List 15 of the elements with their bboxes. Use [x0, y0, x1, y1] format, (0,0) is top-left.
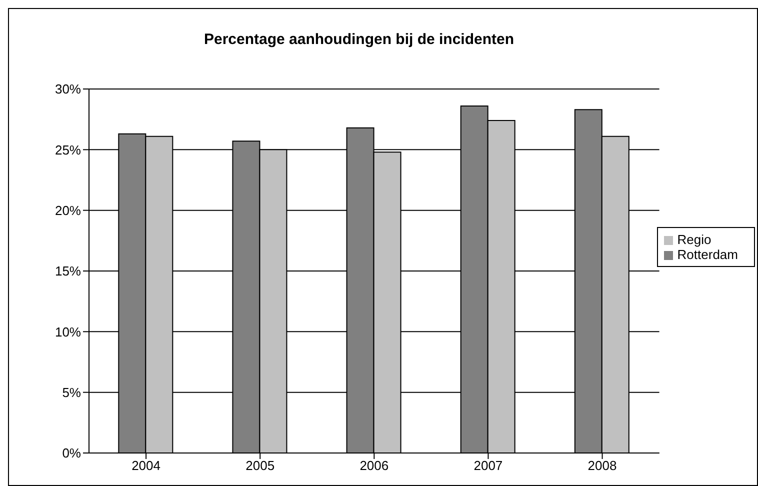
legend-label: Regio — [677, 232, 712, 247]
x-tick-label: 2008 — [588, 458, 617, 474]
y-tick-label: 25% — [54, 142, 82, 158]
y-tick-label: 10% — [54, 324, 82, 340]
chart-title: Percentage aanhoudingen bij de incidenten — [202, 31, 516, 48]
x-tick-label: 2004 — [132, 458, 160, 474]
x-tick-label: 2005 — [246, 458, 275, 474]
legend-label: Rotterdam — [677, 247, 738, 262]
x-tick-label: 2007 — [474, 458, 503, 474]
y-tick-label: 20% — [54, 202, 82, 218]
y-tick-label: 30% — [54, 82, 82, 97]
y-tick-label: 5% — [62, 384, 82, 400]
y-tick-label: 0% — [62, 446, 82, 461]
x-tick-label: 2006 — [360, 458, 389, 474]
y-tick-label: 15% — [54, 264, 82, 279]
